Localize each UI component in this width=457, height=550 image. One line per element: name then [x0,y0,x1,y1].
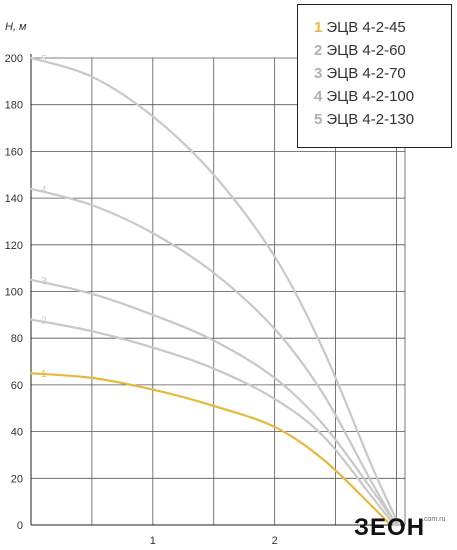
y-tick-label: 20 [11,473,23,485]
x-tick-label: 2 [272,535,278,547]
series-line-5 [29,56,401,527]
series-line-2 [29,318,396,527]
series-label-4: 4 [41,185,47,196]
y-tick-label: 180 [5,100,23,112]
series-label-3: 3 [41,276,47,287]
legend-item-4: 4 ЭЦВ 4-2-100 [314,88,414,105]
y-tick-label: 160 [5,146,23,158]
y-tick-label: 0 [17,520,23,532]
y-tick-label: 120 [5,240,23,252]
y-tick-label: 100 [5,287,23,299]
series-label-5: 5 [41,54,47,65]
y-tick-label: 80 [11,333,23,345]
series-label-2: 2 [41,316,47,327]
legend-item-number: 4 [314,88,323,105]
legend-item-label: ЭЦВ 4-2-130 [326,111,415,128]
chart-axes [30,54,405,526]
chart-tick-labels: 0 20 40 60 80 100 120 140 160 180 200 1 2 [5,53,278,547]
series-line-1 [29,372,392,527]
series-label-1: 1 [41,369,47,380]
legend-item-label: ЭЦВ 4-2-100 [326,88,415,105]
y-tick-label: 60 [11,380,23,392]
y-tick-label: 40 [11,427,23,439]
legend-item-number: 1 [314,19,323,36]
legend-item-3: 3 ЭЦВ 4-2-70 [314,65,406,82]
legend-item-1: 1 ЭЦВ 4-2-45 [314,19,406,36]
legend-item-number: 3 [314,65,323,82]
legend-item-5: 5 ЭЦВ 4-2-130 [314,111,414,128]
y-tick-label: 200 [5,53,23,65]
legend-item-number: 5 [314,111,323,128]
series-line-3 [29,278,398,527]
legend-item-label: ЭЦВ 4-2-60 [326,42,406,59]
chart-series: 2 3 4 5 1 [29,54,401,527]
y-axis-label: Н, м [5,21,27,33]
legend-item-label: ЭЦВ 4-2-70 [326,65,406,82]
logo-subtext: .com.ru [422,516,445,523]
x-tick-label: 1 [150,535,156,547]
chart-legend: 1 ЭЦВ 4-2-45 2 ЭЦВ 4-2-60 3 ЭЦВ 4-2-70 4 ЭЦВ 4-… [297,4,452,148]
zeon-logo: ЗЕОН .com.ru [354,514,445,541]
series-line-4 [29,187,398,527]
y-tick-label: 140 [5,193,23,205]
legend-item-2: 2 ЭЦВ 4-2-60 [314,42,406,59]
legend-item-label: ЭЦВ 4-2-45 [326,19,406,36]
logo-text: ЗЕОН [354,514,425,541]
legend-item-number: 2 [314,42,323,59]
